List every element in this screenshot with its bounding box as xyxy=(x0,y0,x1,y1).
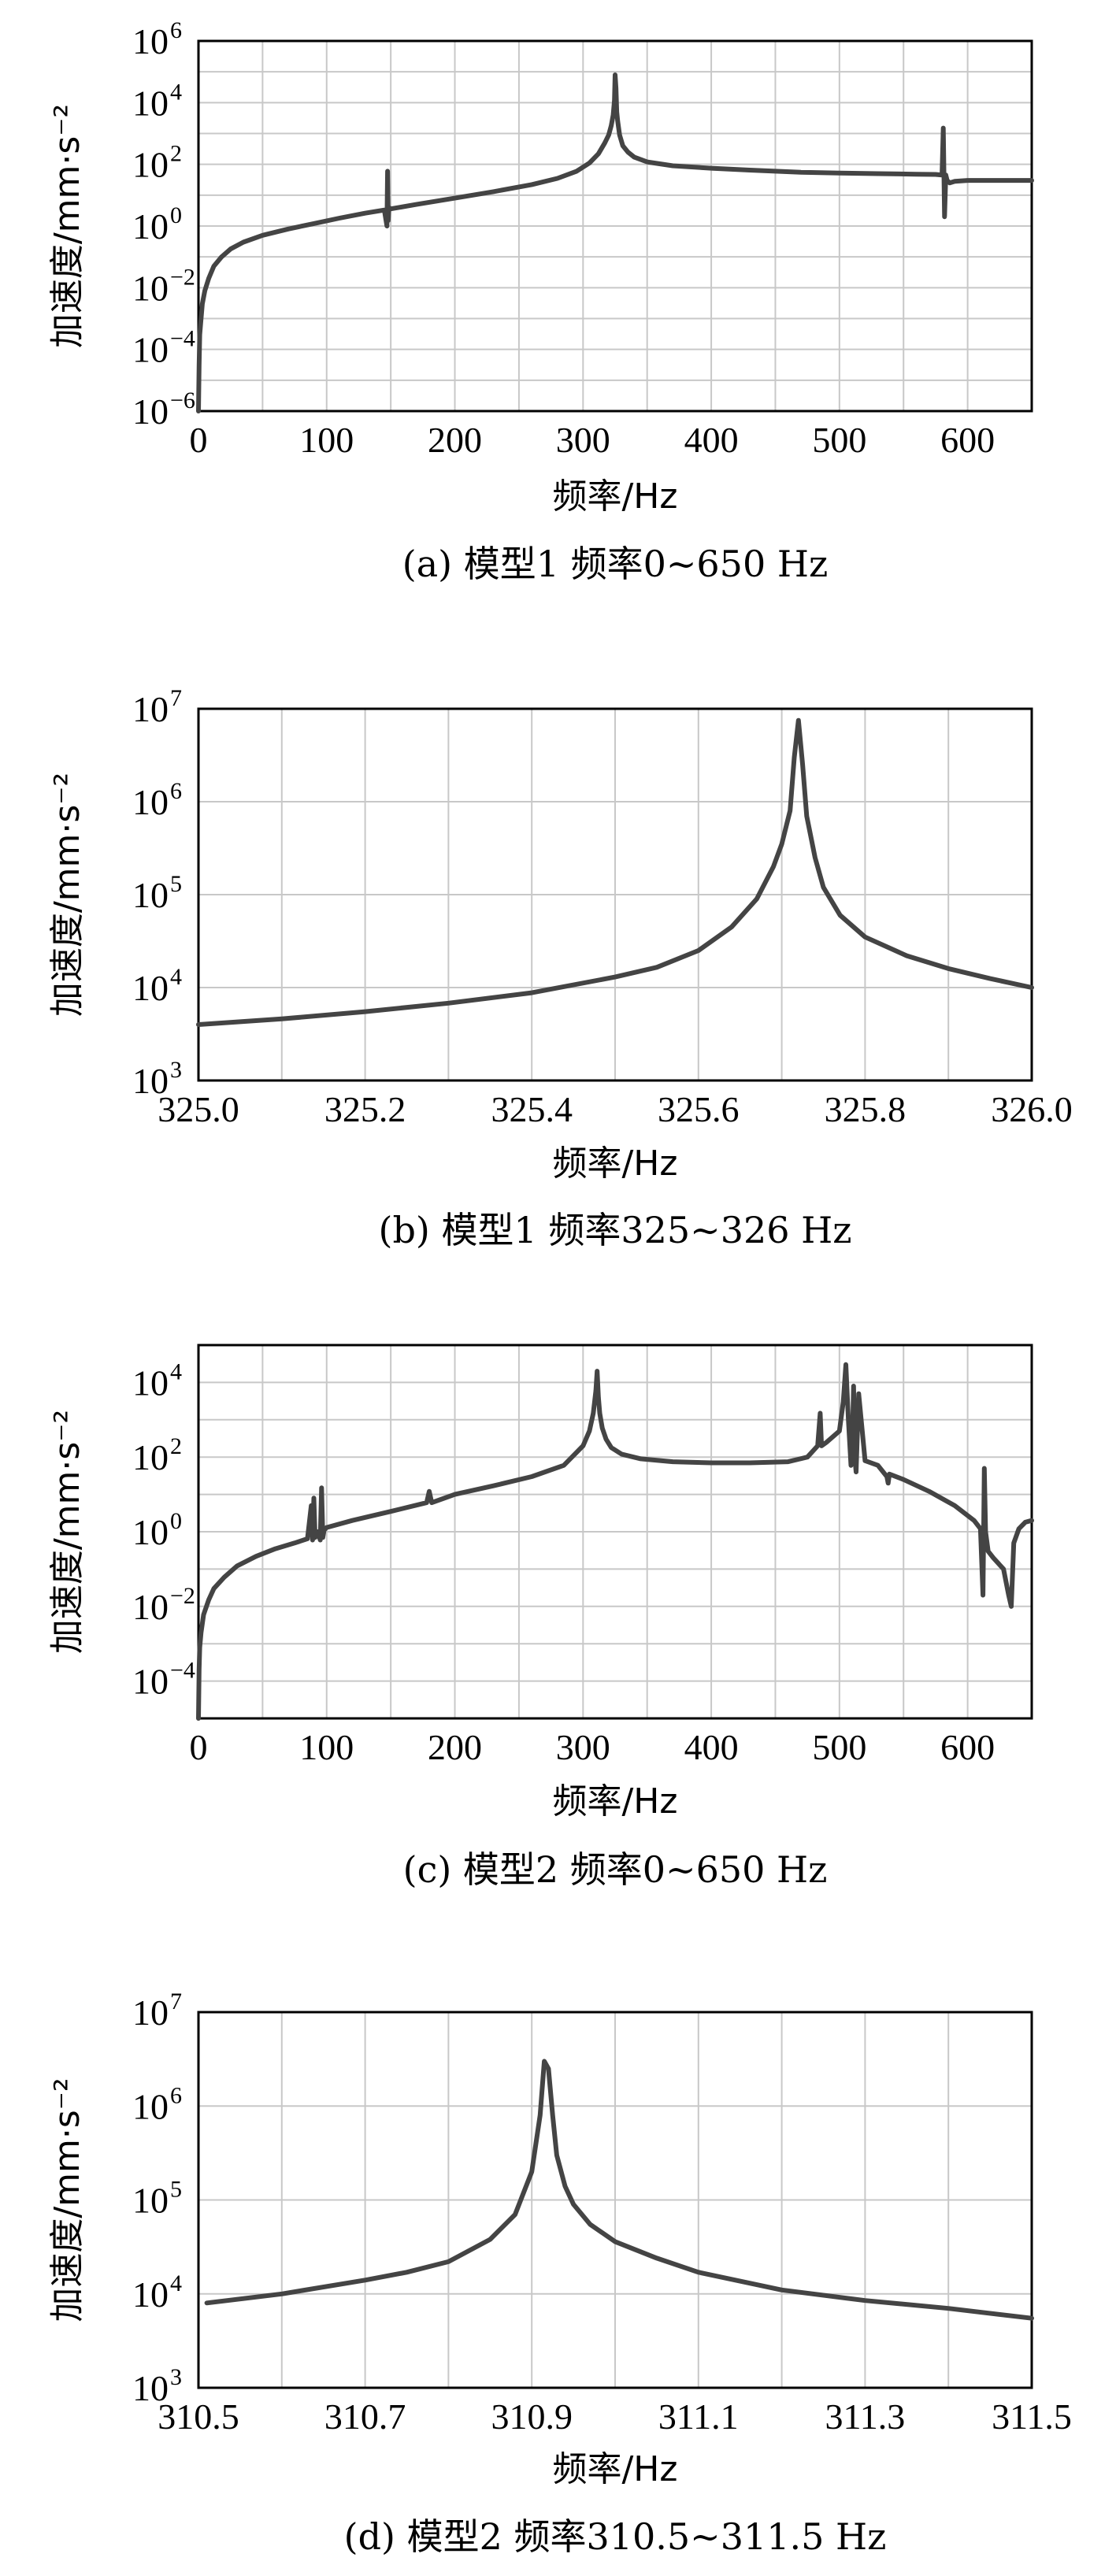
y-tick-label: 10 xyxy=(132,782,169,822)
chart-panel-2: 325.0 325.2 325.4 325.6 325.8 326.010 310 410 51… xyxy=(47,685,1073,1251)
plot-area-frame xyxy=(197,2011,1033,2389)
y-axis-label: 加速度/mm·s⁻² xyxy=(47,104,87,348)
y-tick-label: 10 xyxy=(132,2368,169,2408)
acceleration-curve xyxy=(196,72,1034,413)
plot-area-frame xyxy=(197,39,1033,413)
acceleration-curve xyxy=(196,1362,1034,1721)
y-tick-exponent: 5 xyxy=(170,871,182,897)
plot-area-frame xyxy=(197,707,1033,1082)
x-tick-label: 600 xyxy=(940,1727,995,1767)
acceleration-curve xyxy=(204,2059,1034,2321)
y-tick-exponent: 2 xyxy=(170,141,182,167)
x-axis-label: 频率/Hz xyxy=(552,476,677,517)
y-tick-label: 10 xyxy=(132,268,169,308)
y-tick-exponent: −6 xyxy=(170,387,195,413)
y-tick-exponent: 7 xyxy=(170,1989,182,2014)
x-tick-label: 200 xyxy=(428,420,482,460)
chart-caption: (d) 模型2 频率310.5~311.5 Hz xyxy=(344,2515,887,2558)
y-tick-label: 10 xyxy=(132,2274,169,2315)
chart-caption: (c) 模型2 频率0~650 Hz xyxy=(403,1848,828,1891)
x-tick-label: 311.3 xyxy=(825,2396,906,2437)
chart-caption: (b) 模型1 频率325~326 Hz xyxy=(379,1209,852,1251)
x-tick-label: 325.0 xyxy=(158,1089,239,1129)
chart-caption: (a) 模型1 频率0~650 Hz xyxy=(402,543,828,585)
y-tick-label: 10 xyxy=(132,1587,169,1627)
y-tick-label: 10 xyxy=(132,391,169,432)
x-tick-label: 325.2 xyxy=(324,1089,406,1129)
y-tick-label: 10 xyxy=(132,1362,169,1403)
x-tick-label: 310.9 xyxy=(491,2396,573,2437)
x-tick-label: 325.4 xyxy=(491,1089,573,1129)
x-tick-label: 325.8 xyxy=(825,1089,907,1129)
y-tick-exponent: 4 xyxy=(170,79,182,105)
y-tick-label: 10 xyxy=(132,330,169,370)
y-tick-label: 10 xyxy=(132,145,169,185)
y-tick-exponent: 0 xyxy=(170,1508,182,1534)
y-tick-exponent: 2 xyxy=(170,1433,182,1459)
y-tick-exponent: 5 xyxy=(170,2177,182,2203)
y-tick-label: 10 xyxy=(132,1437,169,1477)
x-tick-label: 310.5 xyxy=(158,2396,239,2437)
x-axis-label: 频率/Hz xyxy=(552,1781,677,1822)
x-tick-label: 300 xyxy=(556,1727,610,1767)
x-tick-label: 400 xyxy=(684,420,739,460)
chart-panel-4: 310.5 310.7 310.9 311.1 311.3 311.510 310 410 51… xyxy=(47,1989,1072,2558)
y-axis-label: 加速度/mm·s⁻² xyxy=(47,2077,87,2322)
y-tick-exponent: −4 xyxy=(170,326,195,352)
y-tick-label: 10 xyxy=(132,1512,169,1552)
y-tick-exponent: 0 xyxy=(170,202,182,228)
x-tick-label: 0 xyxy=(190,1727,208,1767)
y-tick-exponent: 4 xyxy=(170,2270,182,2296)
y-tick-label: 10 xyxy=(132,83,169,123)
y-tick-exponent: 4 xyxy=(170,1358,182,1384)
x-tick-label: 311.5 xyxy=(992,2396,1072,2437)
y-tick-exponent: 7 xyxy=(170,685,182,711)
y-tick-exponent: −4 xyxy=(170,1658,195,1684)
y-tick-exponent: 6 xyxy=(170,2082,182,2108)
y-tick-label: 10 xyxy=(132,875,169,915)
x-tick-label: 310.7 xyxy=(324,2396,406,2437)
plot-area-frame xyxy=(197,1344,1033,1720)
y-tick-label: 10 xyxy=(132,21,169,61)
y-tick-exponent: 6 xyxy=(170,778,182,804)
y-tick-exponent: −2 xyxy=(170,264,195,290)
x-axis-label: 频率/Hz xyxy=(552,2449,677,2489)
y-tick-exponent: 4 xyxy=(170,964,182,990)
y-tick-label: 10 xyxy=(132,1061,169,1101)
x-tick-label: 500 xyxy=(812,420,866,460)
x-tick-label: 311.1 xyxy=(658,2396,739,2437)
y-tick-exponent: 3 xyxy=(170,2364,182,2390)
x-axis-label: 频率/Hz xyxy=(552,1143,677,1184)
y-tick-label: 10 xyxy=(132,2086,169,2126)
x-tick-label: 500 xyxy=(812,1727,866,1767)
y-tick-exponent: −2 xyxy=(170,1583,195,1609)
y-tick-label: 10 xyxy=(132,689,169,729)
y-tick-label: 10 xyxy=(132,206,169,246)
acceleration-curve xyxy=(196,717,1034,1027)
y-tick-label: 10 xyxy=(132,968,169,1008)
y-tick-label: 10 xyxy=(132,1992,169,2033)
y-tick-exponent: 6 xyxy=(170,17,182,43)
x-tick-label: 0 xyxy=(190,420,208,460)
x-tick-label: 300 xyxy=(556,420,610,460)
x-tick-label: 326.0 xyxy=(991,1089,1073,1129)
x-tick-label: 200 xyxy=(428,1727,482,1767)
y-tick-label: 10 xyxy=(132,2181,169,2221)
x-tick-label: 400 xyxy=(684,1727,739,1767)
y-axis-label: 加速度/mm·s⁻² xyxy=(47,773,87,1017)
x-tick-label: 100 xyxy=(299,1727,354,1767)
y-tick-exponent: 3 xyxy=(170,1057,182,1083)
x-tick-label: 100 xyxy=(299,420,354,460)
y-tick-label: 10 xyxy=(132,1662,169,1702)
y-axis-label: 加速度/mm·s⁻² xyxy=(47,1410,87,1654)
x-tick-label: 325.6 xyxy=(658,1089,740,1129)
x-tick-label: 600 xyxy=(940,420,995,460)
